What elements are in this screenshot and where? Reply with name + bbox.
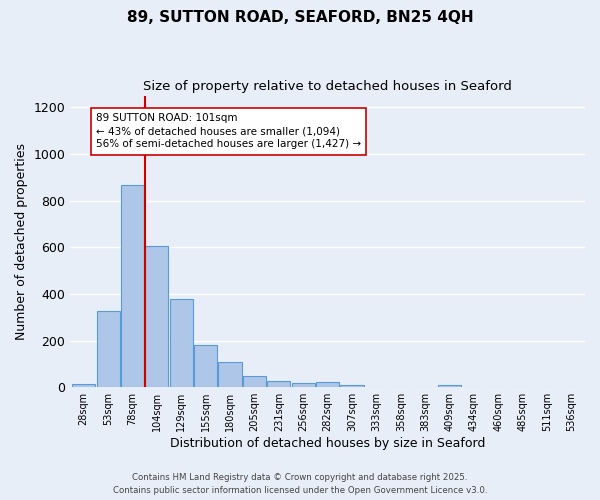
Bar [292, 383, 315, 387]
Text: 89 SUTTON ROAD: 101sqm
← 43% of detached houses are smaller (1,094)
56% of semi-: 89 SUTTON ROAD: 101sqm ← 43% of detached… [96, 113, 361, 150]
Bar [340, 386, 364, 387]
Text: 89, SUTTON ROAD, SEAFORD, BN25 4QH: 89, SUTTON ROAD, SEAFORD, BN25 4QH [127, 10, 473, 25]
Bar [218, 362, 242, 387]
Bar [267, 382, 290, 387]
Bar [194, 344, 217, 387]
X-axis label: Distribution of detached houses by size in Seaford: Distribution of detached houses by size … [170, 437, 485, 450]
Title: Size of property relative to detached houses in Seaford: Size of property relative to detached ho… [143, 80, 512, 93]
Bar [438, 385, 461, 387]
Text: Contains HM Land Registry data © Crown copyright and database right 2025.
Contai: Contains HM Land Registry data © Crown c… [113, 474, 487, 495]
Bar [145, 246, 169, 387]
Bar [243, 376, 266, 387]
Bar [170, 299, 193, 387]
Bar [316, 382, 339, 387]
Bar [121, 184, 144, 387]
Y-axis label: Number of detached properties: Number of detached properties [15, 143, 28, 340]
Bar [97, 312, 119, 387]
Bar [72, 384, 95, 387]
